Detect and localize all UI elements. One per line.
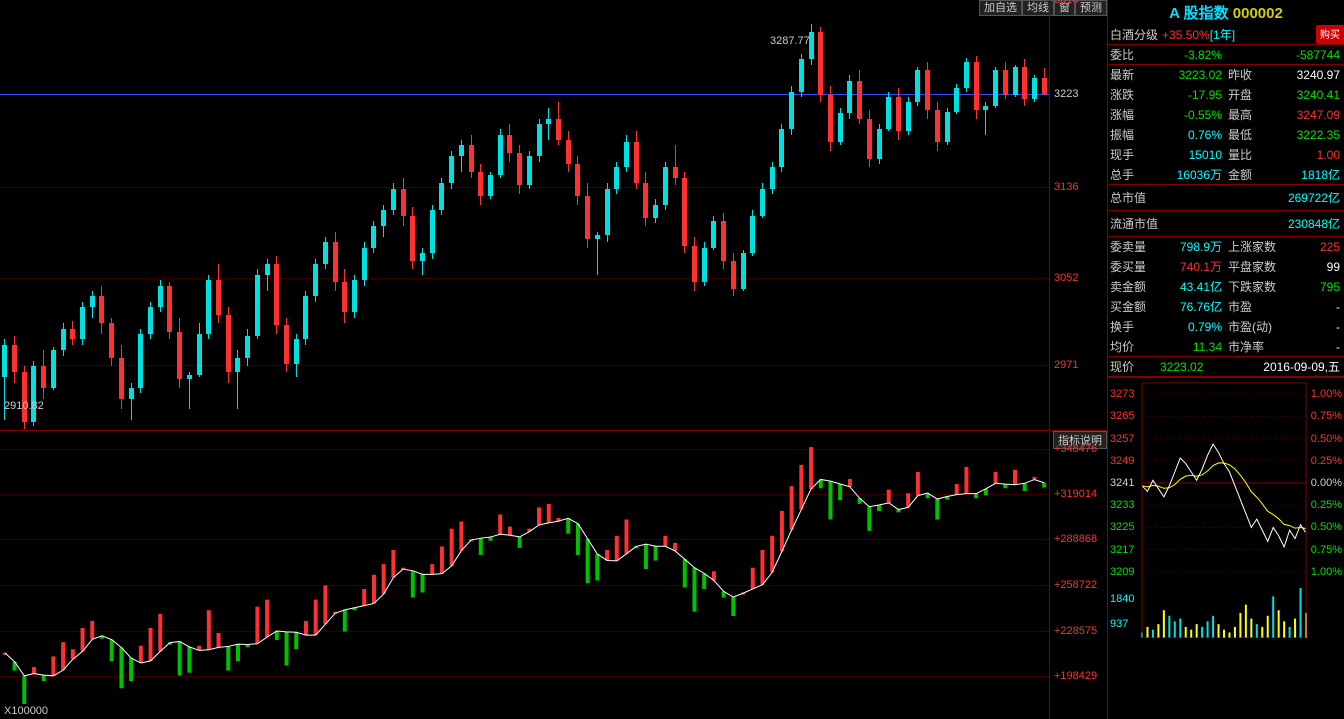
askamt-value: 43.41亿: [1152, 277, 1224, 297]
downcount-value: 795: [1284, 277, 1342, 297]
totalcap-label: 总市值: [1110, 185, 1152, 210]
sub-y-axis: +348476+319014+288868+258722+228575+1984…: [1049, 432, 1108, 719]
flatcount-value: 99: [1284, 257, 1342, 277]
ped-value: -: [1284, 317, 1342, 337]
amp-value: 0.76%: [1152, 125, 1224, 145]
totalcap-value: 269722亿: [1152, 185, 1342, 210]
flatcount-label: 平盘家数: [1228, 257, 1284, 277]
bidamt-label: 买金额: [1110, 297, 1152, 317]
volratio-value: 1.00: [1270, 145, 1342, 165]
promo-period: [1年]: [1210, 25, 1235, 44]
amount-label: 金额: [1228, 165, 1270, 184]
bidvol-value: 740.1万: [1152, 257, 1224, 277]
open-value: 3240.41: [1270, 85, 1342, 105]
amount-value: 1818亿: [1270, 165, 1342, 184]
high-value: 3247.09: [1270, 105, 1342, 125]
promo-row: 白酒分级 +35.50% [1年] 购买: [1108, 25, 1344, 45]
x-multiplier-note: X100000: [4, 705, 48, 717]
promo-text: 白酒分级: [1108, 25, 1158, 44]
prevclose-value: 3240.97: [1270, 65, 1342, 85]
askamt-label: 卖金额: [1110, 277, 1152, 297]
weibi-label: 委比: [1110, 45, 1152, 64]
timestamp: 2016-09-09,五: [1228, 357, 1342, 376]
pe-label: 市盈: [1228, 297, 1270, 317]
totalvol-value: 16036万: [1152, 165, 1224, 184]
low-annotation: 2910.82: [4, 400, 44, 412]
nowprice-label: 现价: [1110, 357, 1152, 376]
weibi-value: -3.82%: [1152, 45, 1224, 64]
totalvol-label: 总手: [1110, 165, 1152, 184]
downcount-label: 下跌家数: [1228, 277, 1284, 297]
change-label: 涨跌: [1110, 85, 1152, 105]
sub-indicator-chart[interactable]: X100000: [0, 432, 1049, 719]
change-value: -17.95: [1152, 85, 1224, 105]
pct-value: -0.55%: [1152, 105, 1224, 125]
mini-intraday-chart[interactable]: 32731.00%32650.75%32570.50%32490.25%3241…: [1108, 377, 1344, 637]
upcount-label: 上涨家数: [1228, 237, 1284, 257]
low-value: 3222.35: [1270, 125, 1342, 145]
main-y-axis: 33103223313630522971: [1049, 0, 1108, 431]
open-label: 开盘: [1228, 85, 1270, 105]
turnover-label: 换手: [1110, 317, 1152, 337]
chart-area: 加自选 均线 窗 预测 3287.77 2910.82 331032233136…: [0, 0, 1108, 719]
nowvol-label: 现手: [1110, 145, 1152, 165]
volratio-label: 量比: [1228, 145, 1270, 165]
weicha-value: -587744: [1228, 45, 1342, 64]
buy-button[interactable]: 购买: [1316, 25, 1344, 44]
index-code: 000002: [1233, 5, 1283, 22]
amp-label: 振幅: [1110, 125, 1152, 145]
askvol-label: 委卖量: [1110, 237, 1152, 257]
bidvol-label: 委买量: [1110, 257, 1152, 277]
promo-pct: +35.50%: [1158, 25, 1210, 44]
nowvol-value: 15010: [1152, 145, 1224, 165]
latest-value: 3223.02: [1152, 65, 1224, 85]
floatcap-label: 流通市值: [1110, 211, 1170, 236]
ped-label: 市盈(动): [1228, 317, 1284, 337]
latest-label: 最新: [1110, 65, 1152, 85]
index-title: A 股指数 000002: [1108, 0, 1344, 25]
high-annotation: 3287.77: [770, 35, 810, 47]
turnover-value: 0.79%: [1152, 317, 1224, 337]
floatcap-value: 230848亿: [1170, 211, 1342, 236]
quote-sidebar: A 股指数 000002 白酒分级 +35.50% [1年] 购买 委比-3.8…: [1108, 0, 1344, 719]
bidamt-value: 76.76亿: [1152, 297, 1224, 317]
pb-label: 市净率: [1228, 337, 1270, 356]
index-name: A 股指数: [1169, 5, 1228, 22]
pct-label: 涨幅: [1110, 105, 1152, 125]
high-label: 最高: [1228, 105, 1270, 125]
main-candlestick-chart[interactable]: 3287.77 2910.82: [0, 0, 1049, 431]
avg-value: 11.34: [1152, 337, 1224, 356]
pb-value: -: [1270, 337, 1342, 356]
prevclose-label: 昨收: [1228, 65, 1270, 85]
pe-value: -: [1270, 297, 1342, 317]
low-label: 最低: [1228, 125, 1270, 145]
askvol-value: 798.9万: [1152, 237, 1224, 257]
avg-label: 均价: [1110, 337, 1152, 356]
upcount-value: 225: [1284, 237, 1342, 257]
nowprice-value: 3223.02: [1152, 357, 1224, 376]
